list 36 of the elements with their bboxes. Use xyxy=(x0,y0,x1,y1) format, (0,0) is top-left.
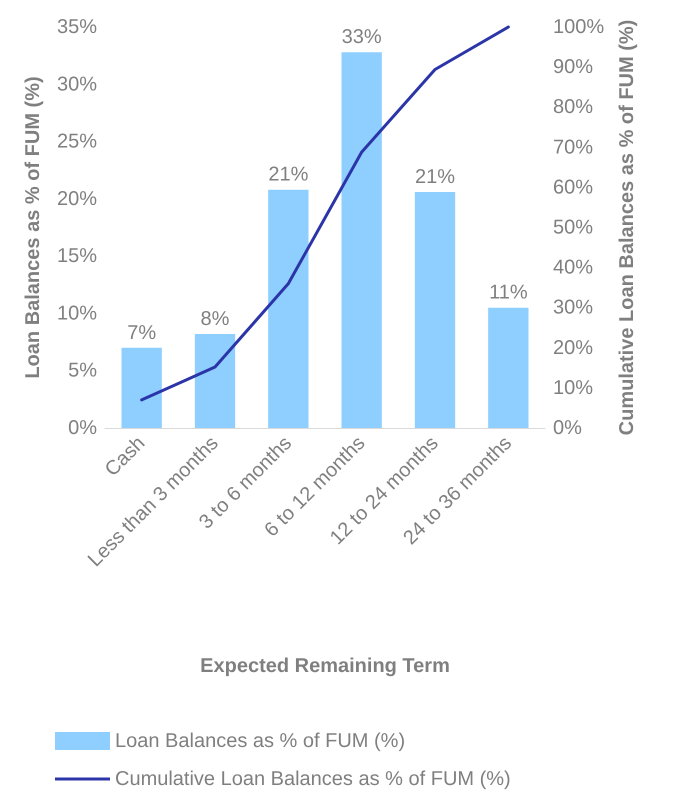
y2-tick-label: 70% xyxy=(553,136,594,158)
y2-tick-label: 0% xyxy=(553,417,582,439)
y2-axis-title: Cumulative Loan Balances as % of FUM (%) xyxy=(616,20,638,436)
legend-label: Cumulative Loan Balances as % of FUM (%) xyxy=(115,768,511,790)
y-tick-label: 15% xyxy=(56,245,98,268)
y2-tick-label: 80% xyxy=(553,96,594,118)
y-axis-title: Loan Balances as % of FUM (%) xyxy=(22,76,44,379)
y-tick-label: 10% xyxy=(56,302,98,324)
y-tick-label: 5% xyxy=(68,360,98,382)
y-tick-label: 25% xyxy=(56,130,98,153)
x-axis-title: Expected Remaining Term xyxy=(200,655,450,677)
y2-tick-label: 100% xyxy=(553,16,604,38)
bar xyxy=(268,190,308,428)
data-label: 21% xyxy=(414,166,456,188)
data-label: 7% xyxy=(127,322,156,344)
y-tick-label: 20% xyxy=(56,188,98,210)
bar xyxy=(122,348,162,428)
bar xyxy=(194,334,236,428)
data-label: 8% xyxy=(200,308,230,330)
y2-tick-label: 60% xyxy=(553,176,594,198)
y2-tick-label: 30% xyxy=(553,296,594,319)
y-tick-label: 0% xyxy=(68,417,98,439)
y-tick-label: 35% xyxy=(56,16,98,38)
legend-label: Loan Balances as % of FUM (%) xyxy=(115,730,406,752)
data-label: 11% xyxy=(489,282,528,304)
y2-tick-label: 20% xyxy=(553,336,594,359)
y2-tick-label: 50% xyxy=(553,216,594,238)
bar xyxy=(414,192,456,428)
y2-tick-label: 40% xyxy=(553,256,594,279)
bar xyxy=(342,52,382,428)
y2-tick-label: 10% xyxy=(553,376,594,399)
data-label: 21% xyxy=(268,164,309,186)
y2-tick-label: 90% xyxy=(553,56,594,78)
data-label: 33% xyxy=(342,26,382,48)
y-tick-label: 30% xyxy=(56,73,98,96)
bar xyxy=(488,308,528,428)
